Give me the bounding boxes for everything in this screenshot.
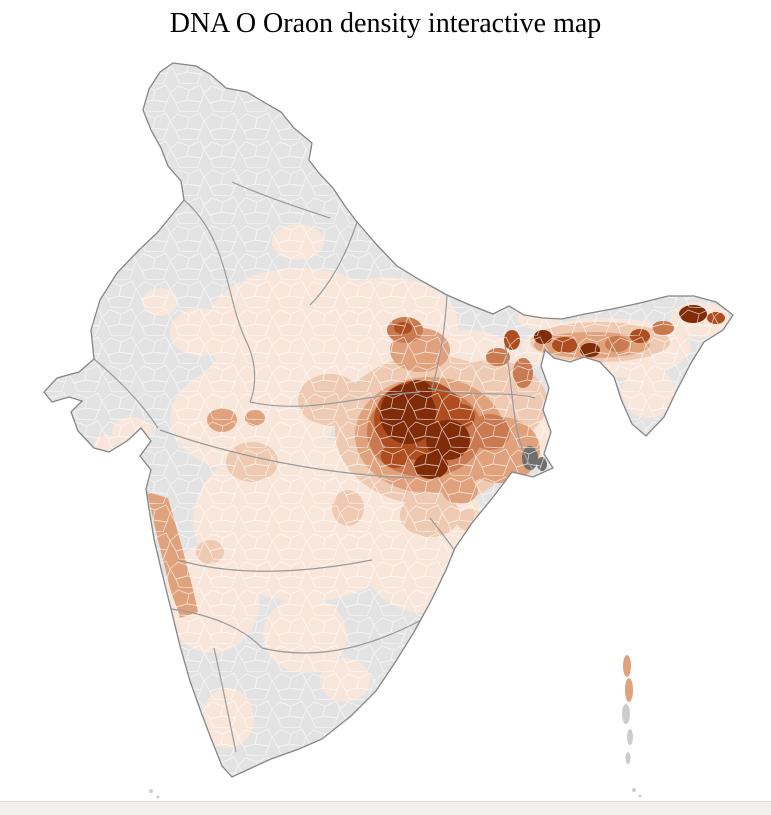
district-region[interactable] bbox=[486, 348, 510, 366]
district-region[interactable] bbox=[622, 366, 674, 418]
district-region[interactable] bbox=[503, 482, 527, 502]
district-region[interactable] bbox=[470, 414, 510, 450]
district-region[interactable] bbox=[404, 380, 432, 404]
district-region[interactable] bbox=[94, 435, 122, 455]
district-region[interactable] bbox=[513, 358, 533, 388]
district-region[interactable] bbox=[518, 306, 562, 330]
district-region[interactable] bbox=[320, 658, 370, 702]
district-region[interactable] bbox=[552, 337, 578, 353]
district-region[interactable] bbox=[207, 408, 237, 432]
district-region[interactable] bbox=[245, 410, 265, 426]
page-title: DNA O Oraon density interactive map bbox=[169, 8, 602, 39]
district-region[interactable] bbox=[414, 453, 448, 479]
district-region[interactable] bbox=[202, 688, 254, 748]
island-region[interactable] bbox=[622, 704, 630, 724]
district-region[interactable] bbox=[456, 509, 484, 531]
island-region[interactable] bbox=[625, 678, 633, 702]
district-region[interactable] bbox=[652, 321, 674, 335]
district-region[interactable] bbox=[170, 308, 230, 356]
district-region[interactable] bbox=[210, 354, 254, 390]
district-region[interactable] bbox=[580, 343, 600, 357]
island-region[interactable] bbox=[632, 788, 636, 792]
district-region[interactable] bbox=[381, 444, 409, 468]
district-region[interactable] bbox=[142, 288, 178, 316]
district-region[interactable] bbox=[522, 446, 538, 470]
district-region[interactable] bbox=[679, 305, 707, 323]
island-region[interactable] bbox=[627, 729, 633, 745]
district-region[interactable] bbox=[196, 540, 224, 564]
lakshadweep-islands[interactable] bbox=[149, 789, 160, 799]
district-region[interactable] bbox=[226, 442, 278, 482]
district-region[interactable] bbox=[707, 312, 725, 324]
district-region[interactable] bbox=[394, 322, 412, 334]
district-region[interactable] bbox=[332, 490, 364, 526]
island-region[interactable] bbox=[638, 794, 642, 798]
district-region[interactable] bbox=[442, 476, 478, 504]
district-region[interactable] bbox=[537, 457, 547, 471]
island-region[interactable] bbox=[623, 655, 631, 677]
district-region[interactable] bbox=[605, 336, 629, 352]
horizontal-scrollbar[interactable] bbox=[0, 801, 771, 815]
island-region[interactable] bbox=[149, 789, 153, 793]
district-region[interactable] bbox=[298, 374, 362, 426]
district-region[interactable] bbox=[44, 463, 52, 473]
district-region[interactable] bbox=[272, 224, 324, 260]
island-region[interactable] bbox=[156, 795, 160, 799]
andaman-islands[interactable] bbox=[622, 655, 642, 798]
island-region[interactable] bbox=[625, 752, 631, 764]
district-region[interactable] bbox=[504, 330, 520, 350]
district-region[interactable] bbox=[630, 329, 650, 343]
district-region[interactable] bbox=[534, 330, 552, 344]
